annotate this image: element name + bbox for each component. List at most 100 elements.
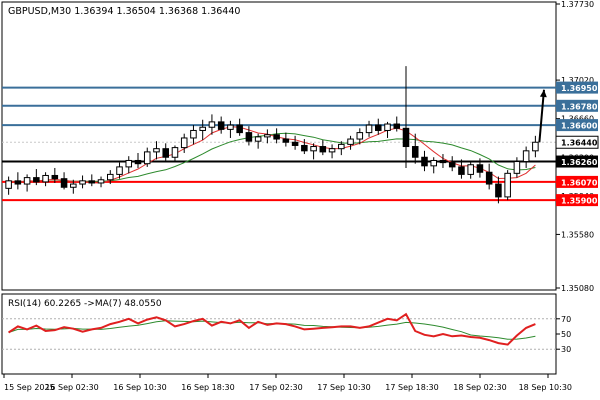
price-tick-label: 1.37730	[561, 0, 594, 9]
candle-body	[328, 148, 336, 153]
candle-body	[33, 177, 40, 183]
candle-body	[356, 132, 364, 140]
main-panel-frame	[1, 1, 557, 291]
candle-body	[375, 124, 382, 131]
level-price-label: 1.35900	[561, 197, 598, 206]
symbol-header: GBPUSD,M30 1.36394 1.36504 1.36368 1.364…	[8, 6, 240, 17]
time-tick-label: 16 Sep 18:30	[181, 383, 234, 392]
support-resistance-levels	[2, 86, 556, 202]
candle-body	[97, 179, 105, 184]
candle-body	[79, 180, 86, 185]
level-price-label: 1.36600	[561, 122, 598, 131]
rsi-tick-label: 50	[561, 330, 571, 339]
candle-body	[14, 180, 22, 185]
candle-body	[5, 180, 12, 189]
candle-body	[134, 159, 142, 165]
candle-body	[107, 173, 114, 181]
candle-body	[88, 180, 96, 184]
current-price-box	[555, 135, 599, 149]
candle-body	[245, 132, 253, 142]
candle-body	[227, 124, 234, 130]
projection-arrow	[538, 89, 547, 143]
candle-body	[51, 174, 59, 180]
level-price-box	[556, 81, 598, 94]
candle-body	[448, 162, 456, 168]
candle-body	[60, 178, 68, 188]
candle-body	[254, 136, 262, 142]
candle-body	[421, 156, 428, 167]
level-price-label: 1.36950	[561, 84, 598, 93]
candle-body	[291, 141, 299, 146]
candle-body	[180, 137, 188, 149]
level-price-box	[556, 155, 598, 168]
price-tick-label: 1.35580	[561, 230, 594, 239]
time-tick-label: 18 Sep 02:30	[453, 383, 506, 392]
candle-body	[522, 150, 530, 163]
candle-body	[42, 174, 49, 183]
candle-body	[495, 183, 502, 198]
candle-body	[402, 127, 410, 148]
candle-body	[208, 121, 216, 128]
candle-body	[467, 164, 474, 175]
candle-body	[458, 166, 465, 175]
candle-body	[439, 159, 447, 164]
candle-body	[430, 159, 437, 167]
price-axis: 1.377301.370201.366601.363001.359401.355…	[555, 0, 599, 293]
candle-body	[411, 146, 419, 158]
candle-body	[199, 126, 206, 131]
candle-body	[171, 147, 179, 158]
price-tick-label: 1.37020	[561, 76, 594, 85]
candle-body	[393, 123, 401, 129]
slow-moving-average-line	[8, 132, 536, 183]
rsi-tick-label: 30	[561, 345, 571, 354]
candle-body	[23, 177, 31, 185]
projection-arrow-line	[538, 89, 545, 143]
candle-body	[365, 124, 373, 134]
candle-body	[532, 141, 539, 152]
candle-body	[70, 183, 77, 188]
candle-body	[476, 164, 484, 173]
rsi-header: RSI(14) 60.2265 ->MA(7) 48.0550	[8, 299, 162, 309]
candle-body	[384, 123, 391, 131]
candle-body	[282, 138, 290, 143]
price-tick-label: 1.35080	[561, 284, 594, 293]
rsi-tick-label: 70	[561, 315, 571, 324]
candle-body	[162, 148, 169, 158]
rsi-line	[8, 312, 536, 346]
time-tick-label: 15 Sep 2025	[4, 383, 55, 392]
candle-body	[143, 151, 151, 165]
time-tick-label: 16 Sep 02:30	[45, 383, 98, 392]
candle-body	[513, 161, 521, 174]
candle-body	[301, 144, 308, 152]
time-tick-label: 17 Sep 02:30	[249, 383, 302, 392]
level-price-box	[556, 99, 598, 112]
candle-body	[338, 143, 345, 150]
rsi-indicator: 70 50 30	[2, 312, 571, 354]
candle-body	[319, 146, 327, 153]
candle-body	[310, 146, 317, 152]
level-price-label: 1.36070	[561, 178, 598, 187]
candle-body	[504, 172, 511, 198]
candle-body	[236, 124, 243, 134]
moving-averages	[8, 126, 536, 184]
time-tick-label: 18 Sep 10:30	[519, 383, 572, 392]
candle-body	[217, 121, 225, 130]
projection-arrow-head	[539, 89, 547, 98]
candle-body	[125, 159, 133, 168]
time-tick-label: 17 Sep 10:30	[317, 383, 370, 392]
time-tick-label: 16 Sep 10:30	[113, 383, 166, 392]
rsi-panel-frame	[1, 293, 557, 375]
level-price-label: 1.36260	[561, 158, 598, 167]
candle-body	[347, 138, 354, 145]
candle-body	[264, 134, 271, 138]
level-price-box	[556, 119, 598, 132]
fast-moving-average-line	[8, 126, 536, 184]
level-price-box	[556, 175, 598, 188]
candle-body	[485, 171, 493, 185]
current-price-label: 1.36440	[561, 139, 598, 148]
candle-body	[153, 148, 160, 153]
candle-body	[116, 166, 123, 175]
candle-body	[190, 129, 197, 139]
